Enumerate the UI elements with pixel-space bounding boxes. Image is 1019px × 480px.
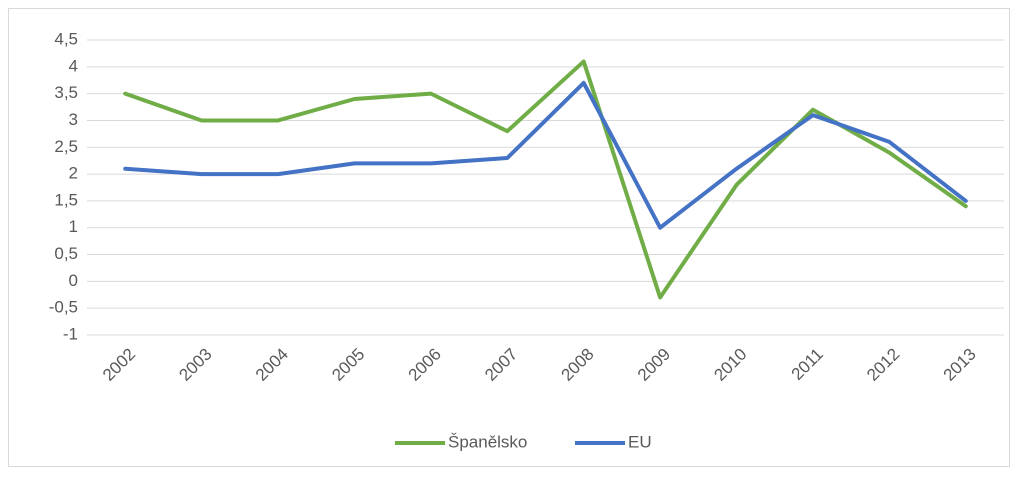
chart-border — [8, 8, 1010, 467]
y-tick-label: 0,5 — [54, 244, 78, 263]
y-tick-label: 4,5 — [54, 29, 78, 48]
data-line — [123, 80, 968, 230]
y-tick-label: 3,5 — [54, 83, 78, 102]
legend-label: EU — [628, 432, 652, 451]
y-tick-label: 2 — [69, 164, 78, 183]
y-tick-label: 1,5 — [54, 190, 78, 209]
y-tick-label: -0,5 — [49, 298, 78, 317]
y-tick-label: 4 — [69, 56, 78, 75]
data-line — [123, 59, 968, 300]
y-tick-label: 0 — [69, 271, 78, 290]
y-tick-label: 1 — [69, 217, 78, 236]
y-tick-label: -1 — [63, 324, 78, 343]
legend-label: Španělsko — [448, 432, 527, 451]
y-tick-label: 2,5 — [54, 137, 78, 156]
y-tick-label: 3 — [69, 110, 78, 129]
